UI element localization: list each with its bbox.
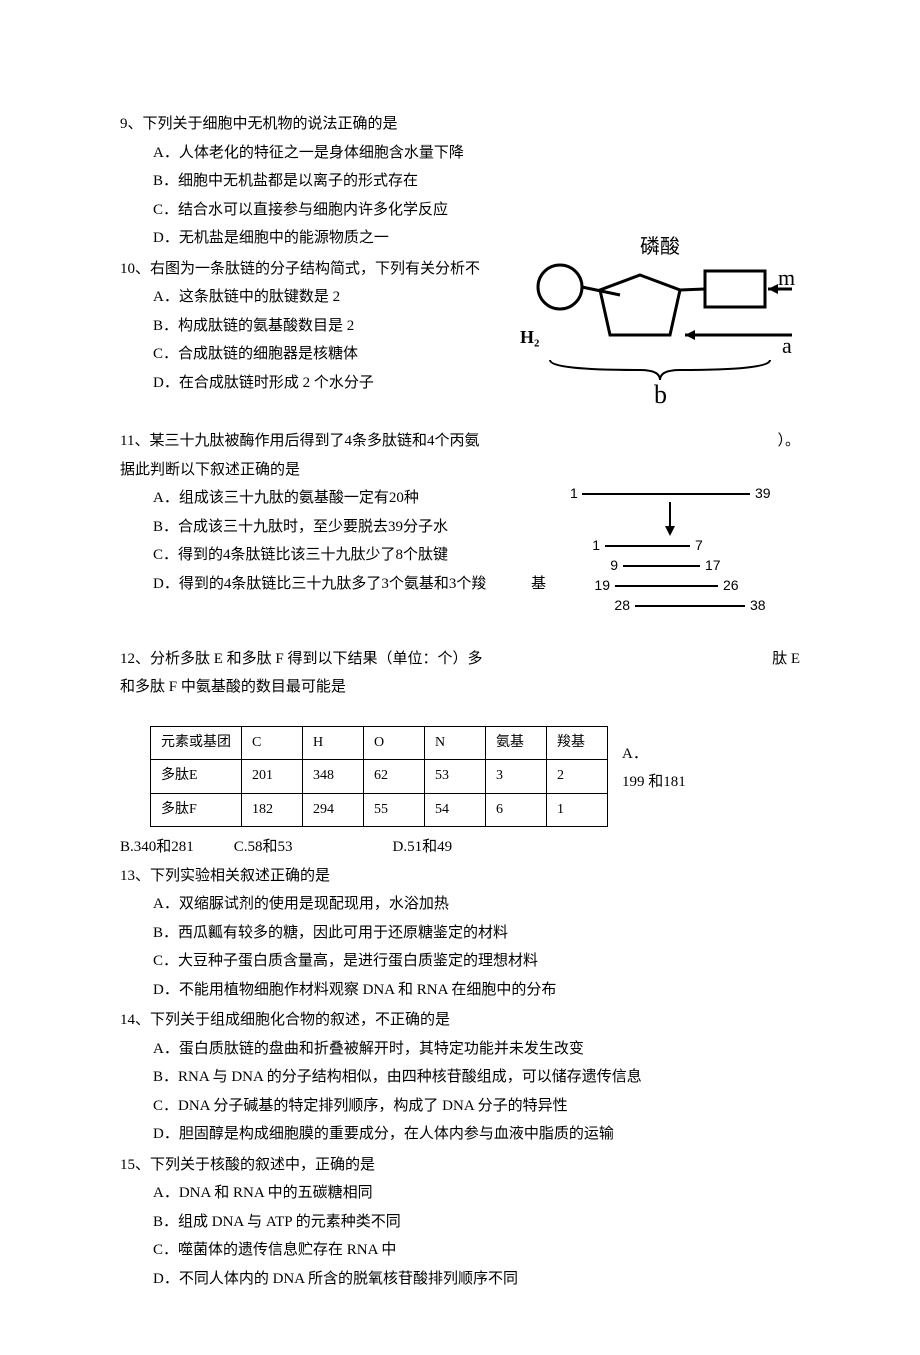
svg-text:a: a <box>782 333 792 358</box>
th-0: 元素或基团 <box>151 726 242 760</box>
q9-opt-c: C．结合水可以直接参与细胞内许多化学反应 <box>153 196 800 225</box>
q13-opt-c: C．大豆种子蛋白质含量高，是进行蛋白质鉴定的理想材料 <box>153 947 800 976</box>
q12-stem-line1: 12、分析多肽 E 和多肽 F 得到以下结果（单位：个）多 肽 E <box>120 645 800 674</box>
q12-opt-a-values: 199 和181 <box>622 768 686 797</box>
table-header-row: 元素或基团 C H O N 氨基 羧基 <box>151 726 608 760</box>
q14-options: A．蛋白质肽链的盘曲和折叠被解开时，其特定功能并未发生改变 B．RNA 与 DN… <box>120 1035 800 1149</box>
svg-text:m: m <box>778 265 795 290</box>
q15-opt-b: B．组成 DNA 与 ATP 的元素种类不同 <box>153 1208 800 1237</box>
q12-table-wrap: 元素或基团 C H O N 氨基 羧基 多肽E 201 348 62 53 3 … <box>120 720 800 834</box>
q11-stem2: 据此判断以下叙述正确的是 <box>120 456 800 485</box>
question-11: 11、某三十九肽被酶作用后得到了4条多肽链和4个丙氨 ）。 据此判断以下叙述正确… <box>120 427 800 643</box>
question-12: 12、分析多肽 E 和多肽 F 得到以下结果（单位：个）多 肽 E 和多肽 F … <box>120 645 800 702</box>
th-2: H <box>303 726 364 760</box>
q11-stem1-tail: ）。 <box>777 427 800 456</box>
q12-stem1-text: 12、分析多肽 E 和多肽 F 得到以下结果（单位：个）多 <box>120 651 483 667</box>
q9-stem: 9、下列关于细胞中无机物的说法正确的是 <box>120 110 800 139</box>
q15-opt-d: D．不同人体内的 DNA 所含的脱氧核苷酸排列顺序不同 <box>153 1265 800 1294</box>
q11-stem1-text: 11、某三十九肽被酶作用后得到了4条多肽链和4个丙氨 <box>120 433 479 449</box>
q13-opt-d: D．不能用植物细胞作材料观察 DNA 和 RNA 在细胞中的分布 <box>153 976 800 1005</box>
label-phosphate: 磷酸 <box>640 235 680 258</box>
q11-stem-line1: 11、某三十九肽被酶作用后得到了4条多肽链和4个丙氨 ）。 <box>120 427 800 456</box>
th-6: 羧基 <box>547 726 608 760</box>
th-4: N <box>425 726 486 760</box>
svg-text:26: 26 <box>723 577 739 593</box>
q12-opt-d: D.51和49 <box>393 833 453 862</box>
q14-opt-b: B．RNA 与 DNA 的分子结构相似，由四种核苷酸组成，可以储存遗传信息 <box>153 1063 800 1092</box>
peptide-split-diagram: 1 39 1 7 9 17 19 26 28 38 <box>570 484 790 633</box>
table-row-f: 多肽F 182 294 55 54 6 1 <box>151 793 608 827</box>
question-14: 14、下列关于组成细胞化合物的叙述，不正确的是 A．蛋白质肽链的盘曲和折叠被解开… <box>120 1006 800 1149</box>
q12-opt-a-label: A． <box>622 740 686 769</box>
q13-options: A．双缩脲试剂的使用是现配现用，水浴加热 B．西瓜瓤有较多的糖，因此可用于还原糖… <box>120 890 800 1004</box>
q14-opt-c: C．DNA 分子碱基的特定排列顺序，构成了 DNA 分子的特异性 <box>153 1092 800 1121</box>
table-row-e: 多肽E 201 348 62 53 3 2 <box>151 760 608 794</box>
question-15: 15、下列关于核酸的叙述中，正确的是 A．DNA 和 RNA 中的五碳糖相同 B… <box>120 1151 800 1294</box>
q14-stem: 14、下列关于组成细胞化合物的叙述，不正确的是 <box>120 1006 800 1035</box>
q13-opt-a: A．双缩脲试剂的使用是现配现用，水浴加热 <box>153 890 800 919</box>
question-13: 13、下列实验相关叙述正确的是 A．双缩脲试剂的使用是现配现用，水浴加热 B．西… <box>120 862 800 1005</box>
svg-text:28: 28 <box>614 597 630 613</box>
q14-opt-a: A．蛋白质肽链的盘曲和折叠被解开时，其特定功能并未发生改变 <box>153 1035 800 1064</box>
th-3: O <box>364 726 425 760</box>
svg-text:17: 17 <box>705 557 721 573</box>
q15-opt-c: C．噬菌体的遗传信息贮存在 RNA 中 <box>153 1236 800 1265</box>
svg-text:39: 39 <box>755 485 771 501</box>
svg-text:1: 1 <box>570 485 578 501</box>
svg-text:19: 19 <box>594 577 610 593</box>
question-10: 磷酸 m a H₂ b 10、右图为一条肽链的分子结构简式，下列有关分析不 <box>120 255 800 426</box>
q14-opt-d: D．胆固醇是构成细胞膜的重要成分，在人体内参与血液中脂质的运输 <box>153 1120 800 1149</box>
q9-opt-a: A．人体老化的特征之一是身体细胞含水量下降 <box>153 139 800 168</box>
svg-text:H₂: H₂ <box>520 327 539 347</box>
q12-opt-c: C.58和53 <box>234 833 293 862</box>
q15-opt-a: A．DNA 和 RNA 中的五碳糖相同 <box>153 1179 800 1208</box>
q11-opt-d-text: D．得到的4条肽链比三十九肽多了3个氨基和3个羧 <box>153 576 486 592</box>
q12-options-row: B.340和281 C.58和53 D.51和49 <box>120 833 800 862</box>
nucleotide-diagram: 磷酸 m a H₂ b <box>520 235 800 416</box>
q13-opt-b: B．西瓜瓤有较多的糖，因此可用于还原糖鉴定的材料 <box>153 919 800 948</box>
th-5: 氨基 <box>486 726 547 760</box>
q15-stem: 15、下列关于核酸的叙述中，正确的是 <box>120 1151 800 1180</box>
svg-text:9: 9 <box>610 557 618 573</box>
svg-text:b: b <box>654 380 667 405</box>
question-9: 9、下列关于细胞中无机物的说法正确的是 A．人体老化的特征之一是身体细胞含水量下… <box>120 110 800 253</box>
q12-right-text: A． 199 和181 <box>608 720 686 797</box>
q12-table: 元素或基团 C H O N 氨基 羧基 多肽E 201 348 62 53 3 … <box>150 726 608 828</box>
svg-text:1: 1 <box>592 537 600 553</box>
q9-opt-b: B．细胞中无机盐都是以离子的形式存在 <box>153 167 800 196</box>
svg-text:38: 38 <box>750 597 766 613</box>
q12-opt-b: B.340和281 <box>120 833 194 862</box>
spacer <box>120 704 800 720</box>
q11-opt-d-tail: 基 <box>531 570 550 599</box>
svg-text:7: 7 <box>695 537 703 553</box>
q12-stem1-tail: 肽 E <box>772 645 800 674</box>
q15-options: A．DNA 和 RNA 中的五碳糖相同 B．组成 DNA 与 ATP 的元素种类… <box>120 1179 800 1293</box>
q13-stem: 13、下列实验相关叙述正确的是 <box>120 862 800 891</box>
th-1: C <box>242 726 303 760</box>
q12-stem2: 和多肽 F 中氨基酸的数目最可能是 <box>120 673 800 702</box>
